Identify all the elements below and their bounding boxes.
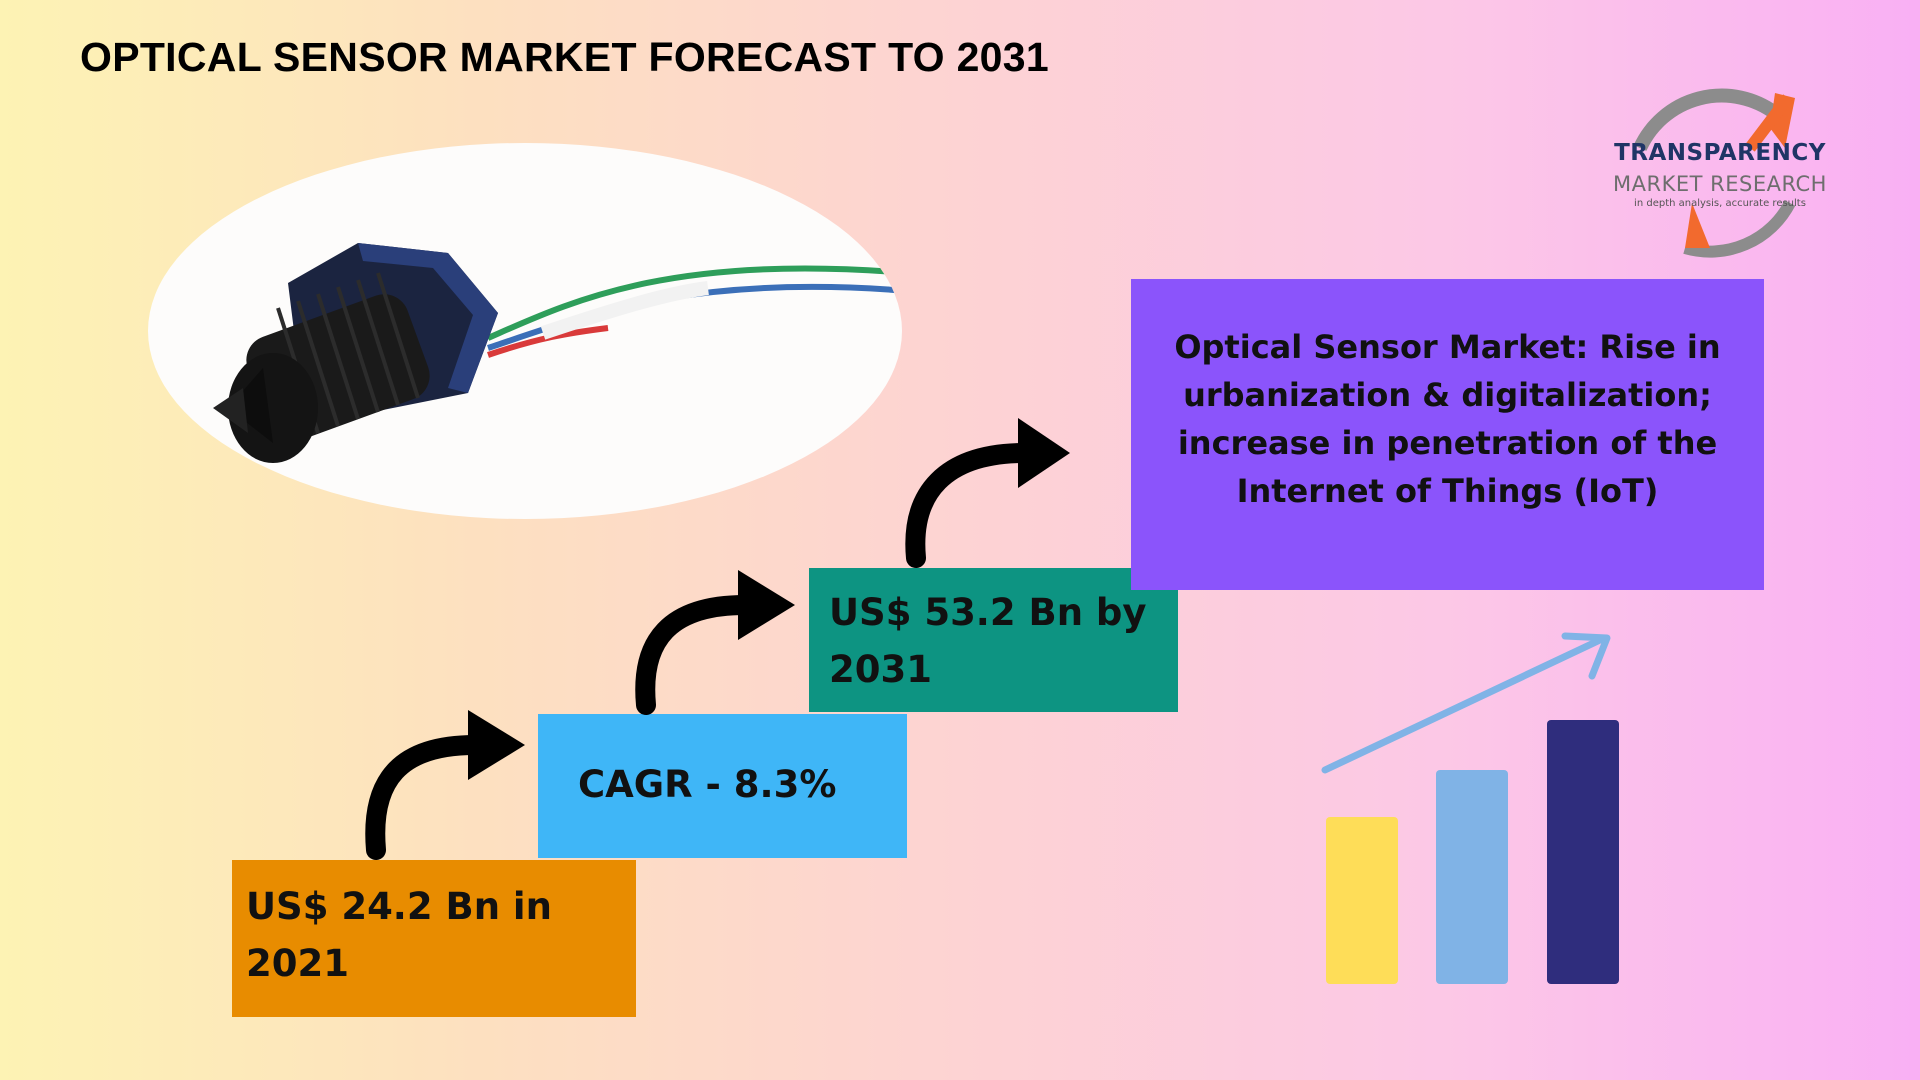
step-cagr-text: CAGR - 8.3% (578, 763, 837, 806)
page-title: OPTICAL SENSOR MARKET FORECAST TO 2031 (80, 34, 1049, 80)
market-driver-text: Optical Sensor Market: Rise in urbanizat… (1174, 328, 1721, 510)
optical-sensor-photo (148, 143, 902, 519)
trend-arrow-head (1561, 632, 1611, 680)
curved-arrow-icon (905, 418, 1070, 568)
step-2031-value-text: US$ 53.2 Bn by 2031 (829, 591, 1147, 691)
step-cagr: CAGR - 8.3% (538, 714, 907, 858)
logo-tagline: in depth analysis, accurate results (1634, 198, 1806, 209)
logo-name: TRANSPARENCY (1614, 140, 1826, 166)
growth-bar-2 (1436, 770, 1508, 984)
market-driver-box: Optical Sensor Market: Rise in urbanizat… (1131, 279, 1764, 590)
transparency-market-research-logo: TRANSPARENCY MARKET RESEARCH in depth an… (1600, 88, 1840, 258)
growth-bar-1 (1326, 817, 1398, 984)
curved-arrow-icon (365, 710, 525, 860)
step-2021-value-text: US$ 24.2 Bn in 2021 (246, 885, 552, 985)
curved-arrow-icon (635, 570, 795, 715)
trend-arrow-line (1321, 636, 1604, 774)
step-2031-value: US$ 53.2 Bn by 2031 (809, 568, 1178, 712)
logo-subname: MARKET RESEARCH (1613, 172, 1827, 196)
growth-bar-chart-icon (1321, 632, 1619, 984)
growth-bar-3 (1547, 720, 1619, 984)
step-2021-value: US$ 24.2 Bn in 2021 (232, 860, 636, 1017)
